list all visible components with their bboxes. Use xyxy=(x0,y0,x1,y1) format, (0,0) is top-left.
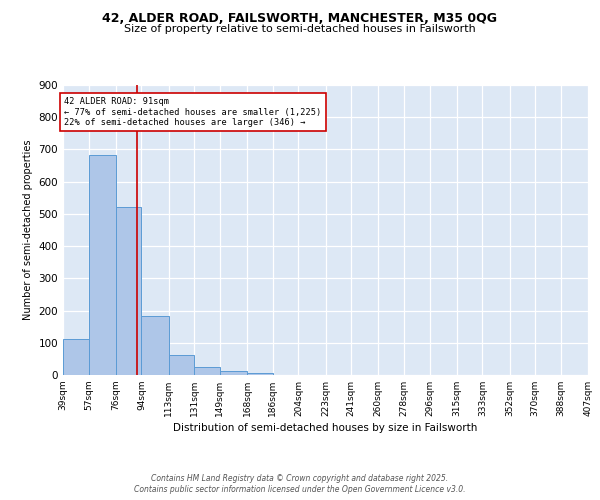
Bar xyxy=(116,208,142,375)
Bar xyxy=(63,338,89,375)
Text: 42, ALDER ROAD, FAILSWORTH, MANCHESTER, M35 0QG: 42, ALDER ROAD, FAILSWORTH, MANCHESTER, … xyxy=(103,12,497,26)
Text: Size of property relative to semi-detached houses in Failsworth: Size of property relative to semi-detach… xyxy=(124,24,476,34)
Bar xyxy=(142,316,169,375)
Y-axis label: Number of semi-detached properties: Number of semi-detached properties xyxy=(23,140,33,320)
Bar xyxy=(89,155,116,375)
X-axis label: Distribution of semi-detached houses by size in Failsworth: Distribution of semi-detached houses by … xyxy=(173,423,478,433)
Text: Contains HM Land Registry data © Crown copyright and database right 2025.
Contai: Contains HM Land Registry data © Crown c… xyxy=(134,474,466,494)
Text: 42 ALDER ROAD: 91sqm
← 77% of semi-detached houses are smaller (1,225)
22% of se: 42 ALDER ROAD: 91sqm ← 77% of semi-detac… xyxy=(64,97,322,127)
Bar xyxy=(247,372,273,375)
Bar xyxy=(169,354,194,375)
Bar xyxy=(220,372,247,375)
Bar xyxy=(194,366,220,375)
